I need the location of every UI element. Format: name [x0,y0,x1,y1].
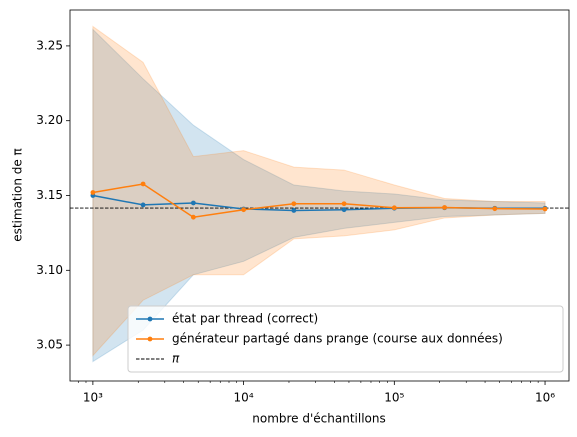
x-tick-label: 10⁵ [384,391,404,405]
point [442,205,447,210]
legend-label: générateur partagé dans prange (course a… [172,332,503,346]
band [92,28,546,363]
point [190,200,196,206]
point [241,207,247,213]
point [140,181,146,187]
y-tick-label: 3.25 [36,38,63,52]
point [90,190,96,195]
x-tick-label: 10⁴ [234,391,254,405]
y-tick-label: 3.10 [36,263,63,277]
point [341,201,347,207]
y-tick-label: 3.05 [36,338,63,352]
series-line [92,183,546,218]
x-tick-label: 10³ [83,391,103,405]
legend-box [127,305,564,373]
point [140,202,146,208]
point [291,201,297,207]
point [391,205,397,211]
y-axis-label: estimation de π [11,148,25,242]
point [291,208,297,213]
band [92,25,546,357]
point [341,207,347,213]
y-tick-label: 3.20 [36,113,63,127]
x-axis-label: nombre d'échantillons [252,412,386,426]
point [542,206,548,212]
x-tick-label: 10⁶ [535,391,555,405]
legend: état par thread (correct) générateur part… [127,305,564,373]
legend-marker [147,336,153,342]
legend-label: π [172,352,180,366]
point [492,206,498,212]
point [190,214,196,220]
legend-marker [147,316,153,322]
plot-frame [69,9,570,382]
y-tick-label: 3.15 [36,188,63,202]
legend-label: état par thread (correct) [172,312,318,326]
